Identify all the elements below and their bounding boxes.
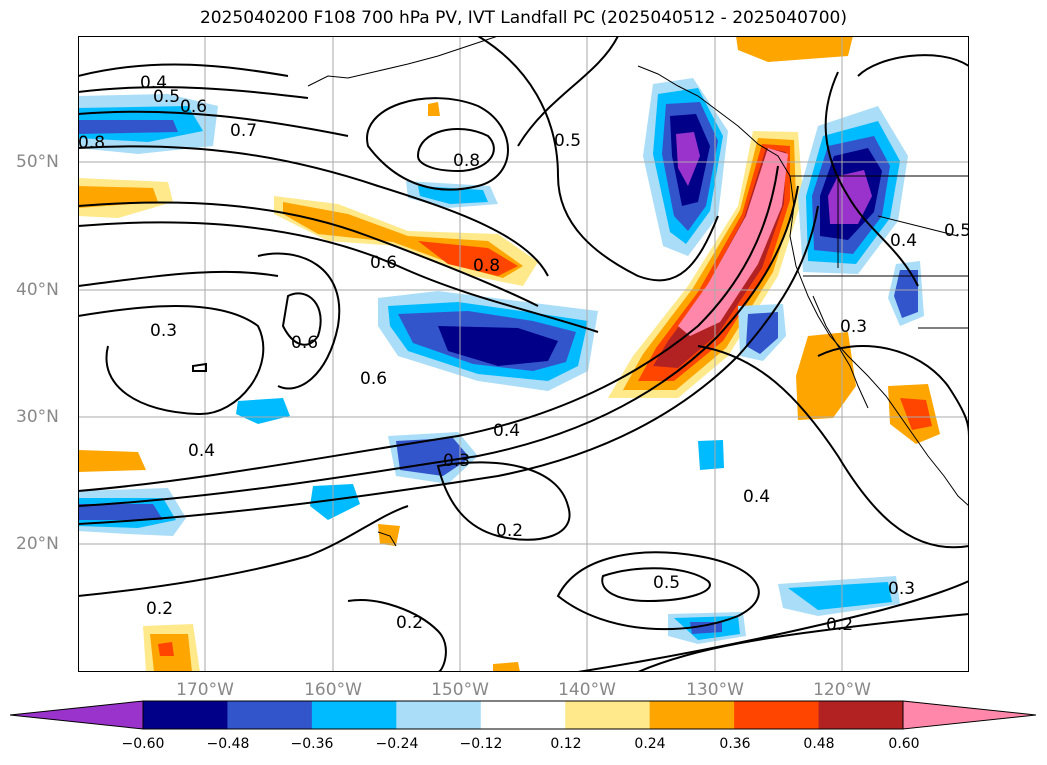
contour-label: 0.6 [360, 369, 387, 389]
contour-label: 0.4 [493, 421, 520, 441]
contour-label: 0.4 [140, 73, 167, 93]
contour-label: 0.2 [396, 613, 423, 633]
lon-tick-130w: 130°W [686, 680, 744, 700]
contour-label: 0.3 [840, 317, 867, 337]
colorbar-tick-label: −0.24 [375, 736, 419, 752]
colorbar-tick-label: 0.24 [634, 736, 666, 752]
contour-label: 0.4 [743, 487, 770, 507]
colorbar-cell [396, 701, 482, 729]
pv-contours [78, 36, 969, 672]
map-frame [78, 36, 969, 672]
graticule [78, 36, 969, 672]
map-panel: 0.4 0.5 0.6 0.7 0.8 0.5 0.8 0.6 0.8 0.3 … [78, 36, 969, 672]
contour-label: 0.5 [153, 87, 180, 107]
contour-label-group: 0.4 0.5 0.6 0.7 0.8 0.5 0.8 0.6 0.8 0.3 … [78, 73, 969, 635]
contour-label: 0.6 [180, 97, 207, 117]
lat-tick-40n: 40°N [16, 280, 59, 300]
lon-tick-160w: 160°W [304, 680, 362, 700]
colorbar-cell [227, 701, 313, 729]
colorbar-extension-high [903, 701, 1036, 729]
positive-anomaly-baja [796, 332, 856, 420]
lat-tick-20n: 20°N [16, 534, 59, 554]
negative-anomaly-small-1 [236, 398, 290, 424]
contour-label: 0.6 [291, 333, 318, 353]
contour-label: 0.3 [888, 579, 915, 599]
colorbar-tick-label: 0.12 [550, 736, 582, 752]
contour-label: 0.5 [554, 131, 581, 151]
contour-label: 0.5 [944, 221, 969, 241]
colorbar-tick-label: −0.36 [290, 736, 334, 752]
filled-pv-regions [78, 36, 940, 672]
colorbar-cell [143, 701, 228, 729]
lat-tick-50n: 50°N [16, 152, 59, 172]
colorbar-cell [818, 701, 904, 729]
map-title: 2025040200 F108 700 hPa PV, IVT Landfall… [199, 8, 847, 28]
contour-label: 0.2 [826, 615, 853, 635]
lat-tick-30n: 30°N [16, 407, 59, 427]
colorbar-cell [649, 701, 735, 729]
lon-tick-170w: 170°W [176, 680, 234, 700]
contour-label: 0.6 [370, 253, 397, 273]
colorbar-tick-label: 0.36 [719, 736, 751, 752]
lon-tick-120w: 120°W [813, 680, 871, 700]
contour-label: 0.5 [653, 573, 680, 593]
contour-label: 0.7 [230, 121, 257, 141]
contour-label: 0.3 [150, 321, 177, 341]
contour-label: 0.8 [78, 133, 105, 153]
colorbar-cell [311, 701, 397, 729]
contour-label: 0.2 [496, 521, 523, 541]
contour-label: 0.8 [473, 256, 500, 276]
colorbar [10, 700, 1036, 730]
contour-label: 0.4 [890, 231, 917, 251]
contour-label: 0.4 [188, 441, 215, 461]
colorbar-tick-label: −0.60 [121, 736, 165, 752]
colorbar-cell [565, 701, 651, 729]
contour-label: 0.3 [443, 451, 470, 471]
colorbar-tick-label: −0.48 [206, 736, 250, 752]
coastlines [307, 36, 969, 547]
colorbar-extension-low [10, 701, 143, 729]
colorbar-tick-label: −0.12 [459, 736, 503, 752]
lon-tick-150w: 150°W [431, 680, 489, 700]
colorbar-cell [480, 701, 566, 729]
contour-label: 0.8 [453, 151, 480, 171]
contour-label: 0.2 [146, 599, 173, 619]
lon-tick-140w: 140°W [558, 680, 616, 700]
colorbar-tick-label: 0.60 [888, 736, 920, 752]
colorbar-cell [734, 701, 820, 729]
colorbar-tick-label: 0.48 [803, 736, 835, 752]
